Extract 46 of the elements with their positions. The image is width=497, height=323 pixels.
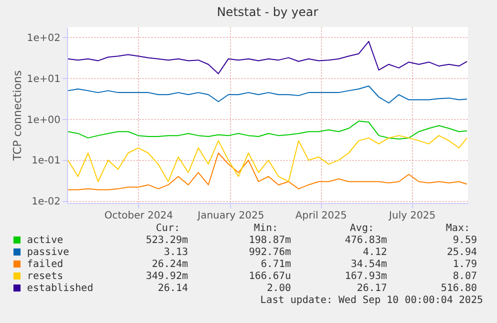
text: 992.76m bbox=[248, 247, 291, 258]
line-series bbox=[68, 135, 468, 182]
x-tick-label: January 2025 bbox=[196, 210, 264, 222]
text: 26.17 bbox=[356, 283, 387, 294]
line-series bbox=[68, 120, 468, 140]
text: 167.93m bbox=[344, 271, 387, 282]
text: Max: bbox=[446, 223, 470, 234]
x-tick-label: April 2025 bbox=[295, 210, 347, 222]
text: 516.80 bbox=[440, 283, 477, 294]
chart-title: Netstat - by year bbox=[216, 5, 318, 19]
x-tick-label: October 2024 bbox=[104, 210, 174, 222]
y-tick-label: 1e-02 bbox=[32, 196, 60, 208]
text: Last update: Wed Sep 10 00:00:04 2025 bbox=[260, 295, 483, 306]
y-tick-label: 1e-01 bbox=[32, 156, 60, 167]
text: Avg: bbox=[350, 223, 374, 234]
text: 26.24m bbox=[152, 259, 188, 270]
text: 349.92m bbox=[146, 271, 188, 282]
text: 1.79 bbox=[452, 259, 477, 270]
x-tick-label: July 2025 bbox=[388, 210, 436, 222]
line-series bbox=[68, 86, 468, 104]
y-tick-label: 1e+01 bbox=[26, 74, 60, 85]
y-tick-label: 1e+02 bbox=[26, 32, 60, 44]
text: Min: bbox=[254, 223, 278, 234]
text: 4.12 bbox=[362, 247, 387, 258]
text: 9.59 bbox=[452, 235, 477, 246]
line-series bbox=[68, 152, 468, 190]
text: 25.94 bbox=[446, 247, 477, 258]
text: 26.14 bbox=[158, 283, 188, 294]
y-axis-title: TCP connections bbox=[10, 70, 24, 162]
text: 3.13 bbox=[164, 247, 188, 258]
legend-label: established bbox=[27, 283, 94, 294]
legend-label: failed bbox=[27, 259, 64, 270]
legend-label: passive bbox=[27, 247, 70, 258]
text: 8.07 bbox=[452, 271, 477, 282]
text: 6.71m bbox=[260, 259, 291, 270]
legend-label: active bbox=[27, 235, 64, 246]
text: 523.29m bbox=[146, 235, 188, 246]
text: 198.87m bbox=[248, 235, 291, 246]
text: 166.67u bbox=[248, 271, 291, 282]
y-tick-label: 1e+00 bbox=[26, 114, 60, 126]
text: 476.83m bbox=[344, 235, 387, 246]
line-series bbox=[68, 40, 468, 74]
text: Cur: bbox=[156, 223, 180, 234]
legend-label: resets bbox=[27, 271, 64, 282]
text: 34.54m bbox=[350, 259, 387, 270]
text: 2.00 bbox=[266, 283, 291, 294]
